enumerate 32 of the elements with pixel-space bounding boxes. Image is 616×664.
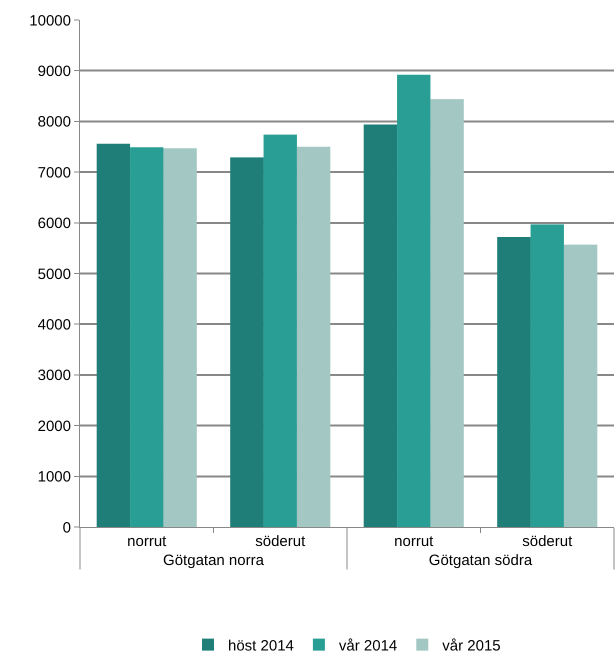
y-tick-label: 6000 xyxy=(38,215,71,232)
bar xyxy=(564,244,598,527)
legend-label: vår 2014 xyxy=(338,638,398,654)
bar xyxy=(397,74,430,527)
x-tick-label: norrut xyxy=(127,533,168,550)
x-tick-label: söderut xyxy=(255,533,306,550)
bar xyxy=(130,147,164,527)
bar xyxy=(530,224,564,527)
bar xyxy=(264,134,297,527)
text: Götgatan norra xyxy=(163,552,265,569)
text: Götgatan södra xyxy=(428,552,533,569)
x-tick-label: norrut xyxy=(394,533,434,550)
y-tick-label: 5000 xyxy=(38,266,71,283)
bar xyxy=(430,99,464,527)
y-tick-label: 4000 xyxy=(38,316,71,334)
y-tick-label: 3000 xyxy=(38,367,71,384)
y-tick-label: 7000 xyxy=(38,164,71,182)
y-tick-label: 0 xyxy=(62,519,71,536)
bar xyxy=(96,144,130,527)
bar xyxy=(296,146,330,527)
bar xyxy=(230,157,264,527)
x-tick-label: söderut xyxy=(522,533,574,550)
legend-label: vår 2015 xyxy=(442,638,501,654)
y-tick-label: 2000 xyxy=(38,418,71,435)
y-tick-label: 10000 xyxy=(29,12,71,30)
y-tick-label: 8000 xyxy=(38,114,71,131)
bar xyxy=(163,148,197,527)
y-tick-label: 9000 xyxy=(38,62,71,80)
bar xyxy=(497,237,531,527)
bar xyxy=(364,124,398,527)
y-tick-label: 1000 xyxy=(38,468,71,486)
legend-label: höst 2014 xyxy=(228,638,294,654)
